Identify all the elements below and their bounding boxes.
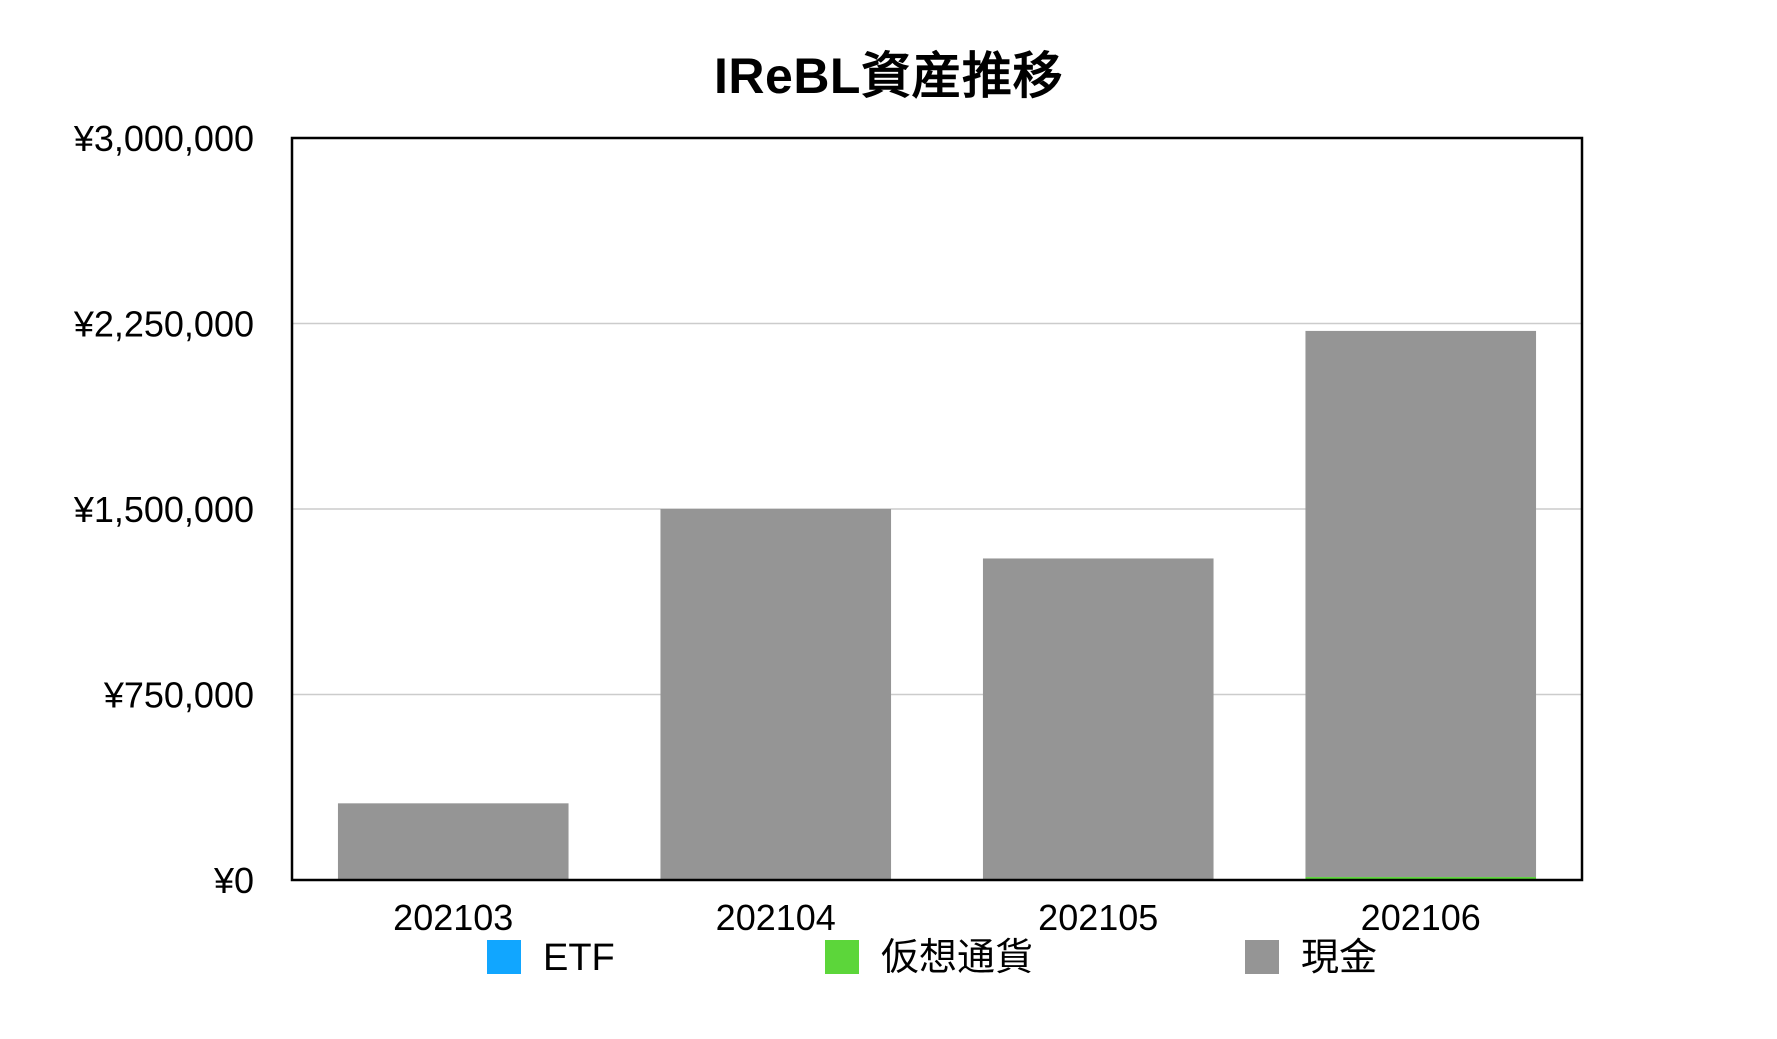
y-tick-label-4: ¥3,000,000: [73, 118, 254, 159]
x-tick-label-3: 202106: [1361, 897, 1481, 938]
chart-title: IReBL資産推移: [714, 48, 1063, 104]
x-tick-label-0: 202103: [393, 897, 513, 938]
bar-202105-series-2: [982, 558, 1214, 880]
y-tick-label-2: ¥1,500,000: [73, 489, 254, 530]
bar-202106-series-1: [1305, 877, 1537, 880]
legend-label-2: 現金: [1301, 937, 1377, 979]
bar-202106-series-2: [1305, 330, 1537, 878]
y-tick-label-0: ¥0: [213, 860, 254, 901]
legend-label-0: ETF: [543, 937, 615, 979]
legend-label-1: 仮想通貨: [881, 937, 1033, 979]
legend-swatch-1: [825, 940, 859, 974]
bar-202104-series-2: [660, 509, 892, 880]
x-tick-label-2: 202105: [1038, 897, 1158, 938]
plot-frame: [290, 136, 1584, 882]
legend-swatch-0: [487, 940, 521, 974]
y-tick-label-3: ¥2,250,000: [73, 304, 254, 345]
legend-swatch-2: [1245, 940, 1279, 974]
y-tick-label-1: ¥750,000: [103, 675, 254, 716]
x-tick-label-1: 202104: [716, 897, 836, 938]
bar-202103-series-2: [337, 803, 569, 880]
